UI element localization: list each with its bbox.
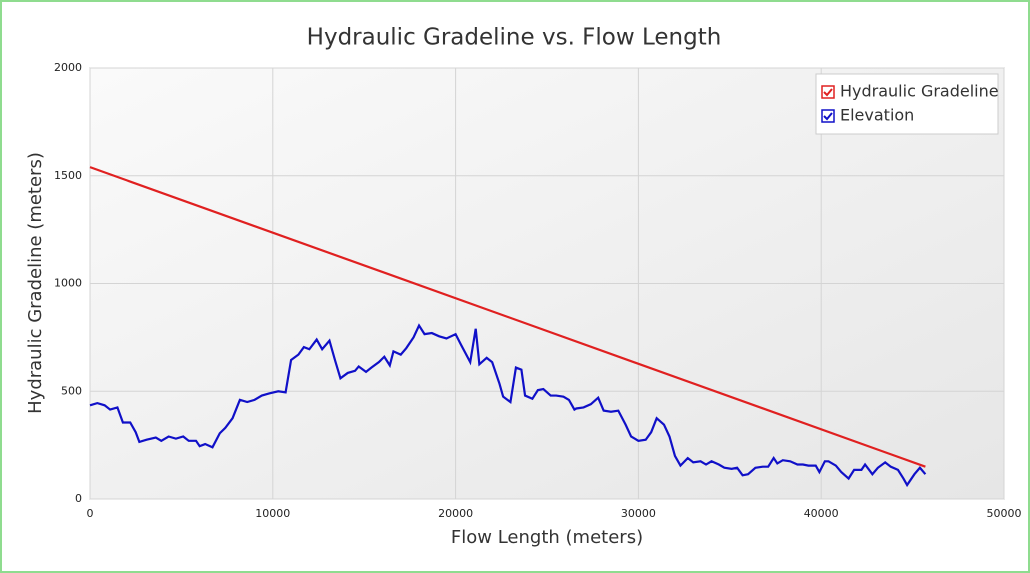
- y-tick-label: 2000: [54, 61, 82, 74]
- line-series: [89, 323, 927, 488]
- y-tick-label: 1000: [54, 277, 82, 290]
- legend-checkbox[interactable]: [821, 109, 835, 123]
- chart-title: Hydraulic Gradeline vs. Flow Length: [307, 25, 722, 51]
- x-tick-label: 10000: [255, 507, 290, 520]
- legend: [815, 73, 999, 135]
- legend-label: Elevation: [840, 106, 914, 125]
- y-axis-label: Hydraulic Gradeline (meters): [25, 152, 46, 414]
- legend-check: [823, 88, 833, 97]
- legend-checkbox[interactable]: [821, 85, 835, 99]
- y-tick-label: 500: [61, 384, 82, 397]
- legend-label: Hydraulic Gradeline: [840, 82, 999, 101]
- line-series: [89, 166, 926, 468]
- x-tick-label: 0: [87, 507, 94, 520]
- x-axis-label: Flow Length (meters): [451, 527, 643, 548]
- x-tick-label: 20000: [438, 507, 473, 520]
- x-tick-label: 40000: [804, 507, 839, 520]
- x-tick-label: 30000: [621, 507, 656, 520]
- x-tick-label: 50000: [987, 507, 1022, 520]
- y-tick-label: 1500: [54, 169, 82, 182]
- legend-check: [823, 112, 833, 121]
- y-tick-label: 0: [75, 492, 82, 505]
